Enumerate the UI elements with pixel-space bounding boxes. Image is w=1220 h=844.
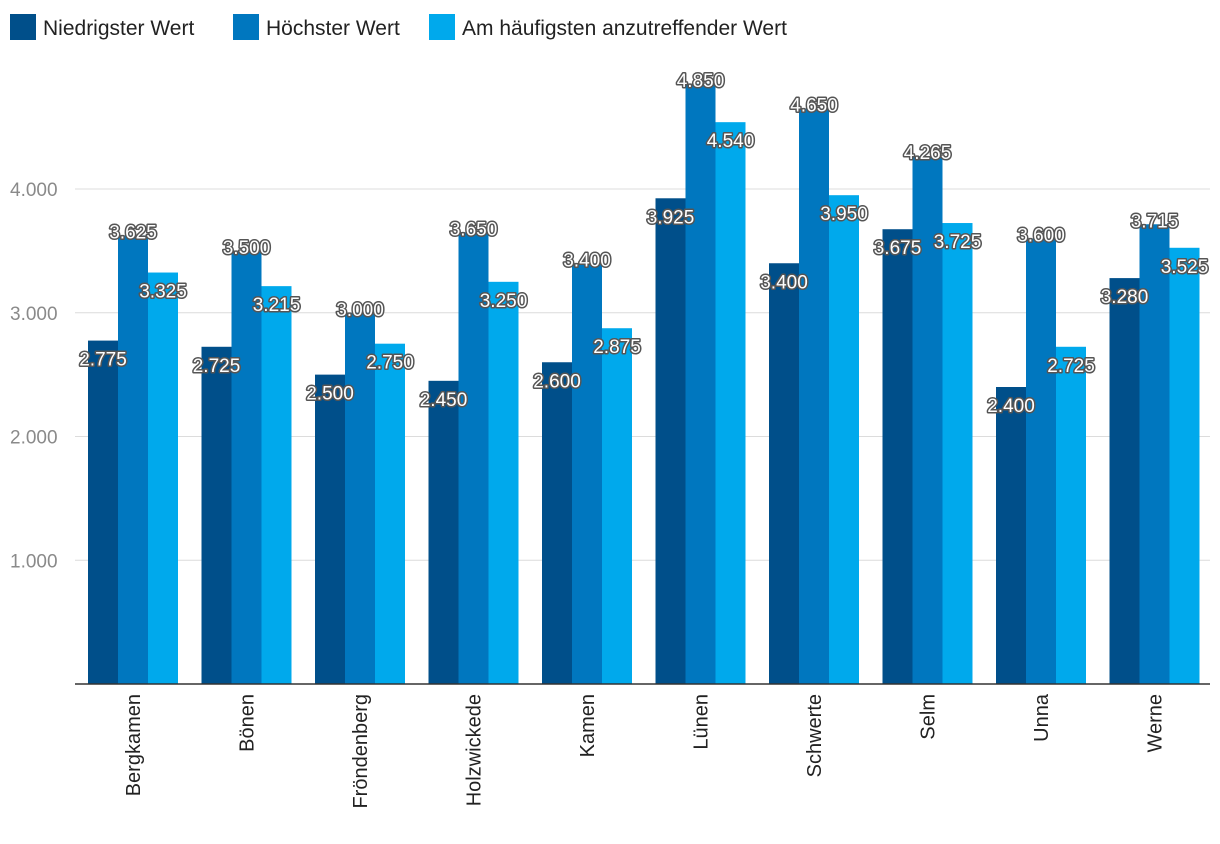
x-tick-label: Bergkamen	[123, 694, 145, 796]
bar-kamen-series-2	[572, 263, 602, 684]
value-label: 3.400	[760, 272, 808, 293]
bar-lünen-series-2	[685, 83, 716, 684]
bar-werne-series-3	[1169, 247, 1200, 684]
bar-selm-series-1	[882, 229, 913, 684]
value-labels: 2.775 3.625 3.325 2.725 3.500 3.215 2.500 3.000…	[78, 69, 1210, 418]
value-label: 3.675	[874, 238, 922, 259]
bar-bönen-series-2	[231, 250, 262, 684]
value-label: 3.500	[223, 238, 271, 259]
bar-werne-series-2	[1139, 224, 1170, 685]
chart-legend: Niedrigster Wert Höchster Wert Am häufigst…	[10, 14, 787, 40]
value-label: 3.625	[109, 222, 157, 243]
legend-swatch-2	[233, 14, 259, 40]
bar-bergkamen-series-2	[118, 235, 148, 684]
value-label: 2.600	[533, 371, 581, 392]
value-label: 4.265	[904, 143, 952, 164]
bar-fröndenberg-series-3	[375, 343, 405, 684]
bar-kamen-series-3	[602, 328, 632, 684]
value-label: 4.850	[677, 71, 725, 92]
bar-bergkamen-series-3	[148, 272, 178, 684]
bar-schwerte-series-3	[829, 195, 859, 684]
bar-bergkamen-series-1	[88, 340, 118, 684]
x-tick-label: Unna	[1031, 693, 1053, 742]
value-label: 3.650	[450, 219, 498, 240]
bar-schwerte-series-1	[769, 263, 799, 684]
bar-fröndenberg-series-1	[315, 374, 345, 684]
bar-unna-series-2	[1026, 238, 1056, 684]
bar-unna-series-1	[996, 387, 1026, 684]
value-label: 3.250	[480, 291, 528, 312]
value-label: 3.950	[820, 204, 868, 225]
legend-swatch-1	[10, 14, 36, 40]
y-axis-ticks: 1.000 2.000 3.000 4.000	[10, 180, 58, 572]
bar-selm-series-3	[942, 223, 973, 684]
bar-lünen-series-1	[655, 198, 686, 684]
value-label: 3.215	[253, 295, 301, 316]
y-tick-label: 2.000	[10, 428, 58, 449]
value-label: 2.725	[193, 356, 241, 377]
x-axis-labels: Bergkamen Bönen Fröndenberg Holzwickede Kame…	[123, 693, 1167, 808]
legend-label-3: Am häufigsten anzutreffender Wert	[462, 17, 787, 40]
x-tick-label: Lünen	[691, 694, 713, 750]
bar-bönen-series-3	[261, 286, 292, 684]
x-tick-label: Fröndenberg	[350, 694, 372, 809]
y-tick-label: 4.000	[10, 180, 58, 201]
bar-lünen-series-3	[715, 122, 746, 685]
x-tick-label: Holzwickede	[464, 694, 486, 806]
value-label: 3.925	[647, 207, 695, 228]
bar-unna-series-3	[1056, 346, 1086, 684]
value-label: 3.280	[1101, 287, 1149, 308]
value-label: 2.500	[306, 384, 354, 405]
bar-schwerte-series-2	[799, 108, 829, 684]
legend-label-1: Niedrigster Wert	[43, 17, 194, 40]
bar-werne-series-1	[1109, 278, 1140, 684]
bar-holzwickede-series-1	[428, 380, 459, 684]
legend-swatch-3	[429, 14, 455, 40]
bar-kamen-series-1	[542, 362, 572, 684]
bar-bönen-series-1	[201, 346, 232, 684]
bar-selm-series-2	[912, 156, 943, 685]
value-label: 2.450	[420, 390, 468, 411]
x-tick-label: Selm	[918, 694, 940, 740]
bar-fröndenberg-series-2	[345, 312, 375, 684]
value-label: 3.000	[336, 300, 384, 321]
y-tick-label: 1.000	[10, 551, 58, 572]
y-tick-label: 3.000	[10, 304, 58, 325]
value-label: 3.600	[1017, 226, 1065, 247]
bar-holzwickede-series-3	[488, 281, 519, 684]
x-tick-label: Schwerte	[804, 694, 826, 777]
value-label: 4.540	[707, 131, 755, 152]
value-label: 2.750	[366, 353, 414, 374]
x-tick-label: Werne	[1145, 694, 1167, 753]
value-label: 2.775	[79, 350, 127, 371]
legend-label-2: Höchster Wert	[266, 17, 400, 40]
value-label: 4.650	[790, 96, 838, 117]
x-tick-label: Bönen	[237, 694, 259, 752]
value-label: 2.875	[593, 337, 641, 358]
value-label: 2.400	[987, 396, 1035, 417]
bar-holzwickede-series-2	[458, 232, 489, 684]
x-tick-label: Kamen	[577, 694, 599, 757]
value-label: 3.715	[1131, 211, 1179, 232]
value-label: 3.725	[934, 232, 982, 253]
bars	[88, 83, 1200, 685]
value-label: 3.525	[1161, 257, 1209, 278]
value-label: 3.325	[139, 282, 187, 303]
value-label: 3.400	[563, 250, 611, 271]
value-label: 2.725	[1047, 356, 1095, 377]
